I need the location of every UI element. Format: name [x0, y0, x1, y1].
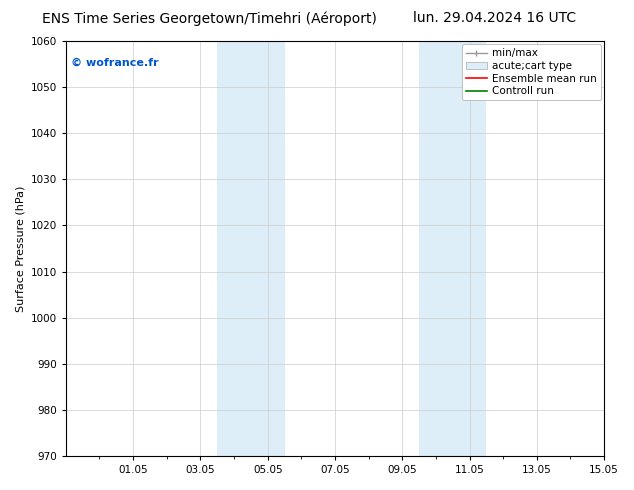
- Bar: [419, 41, 453, 456]
- Text: lun. 29.04.2024 16 UTC: lun. 29.04.2024 16 UTC: [413, 11, 576, 25]
- Text: © wofrance.fr: © wofrance.fr: [71, 58, 159, 68]
- Y-axis label: Surface Pressure (hPa): Surface Pressure (hPa): [15, 185, 25, 312]
- Bar: [217, 41, 251, 456]
- Text: ENS Time Series Georgetown/Timehri (Aéroport): ENS Time Series Georgetown/Timehri (Aéro…: [42, 11, 377, 26]
- Legend: min/max, acute;cart type, Ensemble mean run, Controll run: min/max, acute;cart type, Ensemble mean …: [462, 44, 601, 100]
- Bar: [453, 41, 486, 456]
- Bar: [251, 41, 285, 456]
